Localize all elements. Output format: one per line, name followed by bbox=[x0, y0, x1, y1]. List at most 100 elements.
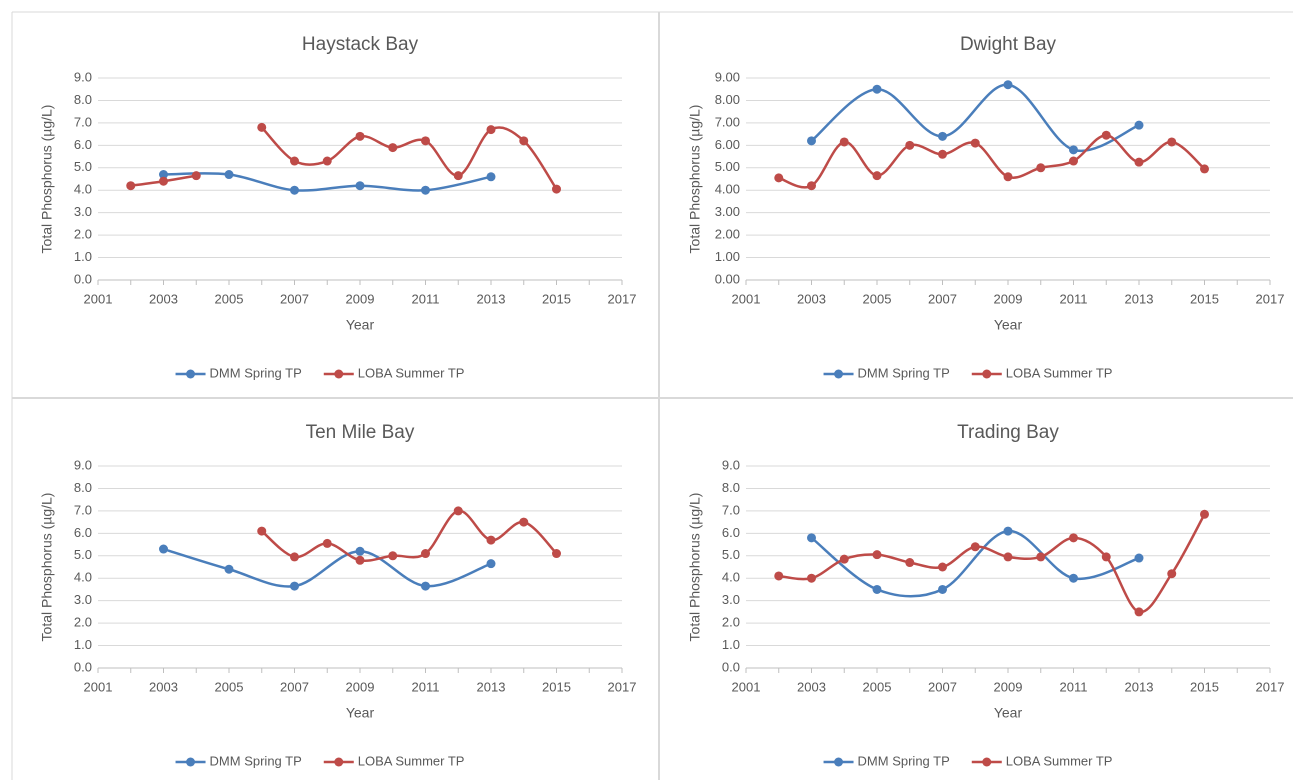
legend-marker bbox=[334, 757, 344, 767]
data-point bbox=[839, 554, 849, 564]
x-tick-label: 2003 bbox=[797, 679, 826, 694]
data-point bbox=[807, 181, 816, 191]
data-point bbox=[1134, 120, 1144, 130]
y-tick-label: 6.0 bbox=[74, 137, 92, 152]
y-tick-label: 6.00 bbox=[715, 137, 740, 152]
x-tick-label: 2015 bbox=[1190, 679, 1219, 694]
data-point bbox=[938, 149, 947, 159]
data-point bbox=[486, 172, 496, 182]
y-tick-label: 5.00 bbox=[715, 159, 740, 174]
data-point bbox=[388, 551, 398, 561]
x-tick-label: 2015 bbox=[542, 679, 571, 694]
y-tick-label: 7.0 bbox=[74, 502, 92, 517]
data-point bbox=[453, 506, 463, 516]
data-point bbox=[290, 552, 299, 562]
data-point bbox=[257, 526, 267, 536]
legend-marker bbox=[834, 757, 844, 767]
data-point bbox=[938, 131, 947, 141]
x-axis-title: Year bbox=[994, 705, 1023, 721]
legend: DMM Spring TP LOBA Summer TP bbox=[823, 753, 1113, 768]
data-point bbox=[355, 555, 365, 565]
data-point bbox=[486, 559, 496, 569]
data-point bbox=[1069, 156, 1078, 166]
legend: DMM Spring TP LOBA Summer TP bbox=[175, 753, 464, 768]
data-point bbox=[1036, 552, 1046, 562]
data-point bbox=[290, 156, 299, 166]
data-point bbox=[1003, 552, 1013, 562]
x-tick-label: 2009 bbox=[346, 291, 375, 306]
y-tick-label: 1.00 bbox=[715, 249, 740, 264]
x-tick-label: 2009 bbox=[994, 679, 1023, 694]
data-point bbox=[1003, 526, 1013, 536]
x-tick-label: 2015 bbox=[542, 291, 571, 306]
data-point bbox=[1200, 164, 1209, 174]
data-point bbox=[1069, 573, 1078, 583]
data-point bbox=[421, 549, 430, 559]
legend-label: DMM Spring TP bbox=[858, 365, 950, 380]
x-tick-label: 2007 bbox=[280, 679, 309, 694]
x-tick-label: 2003 bbox=[797, 291, 826, 306]
y-tick-label: 5.0 bbox=[74, 547, 92, 562]
data-point bbox=[159, 176, 168, 186]
data-point bbox=[1200, 509, 1209, 519]
x-tick-label: 2011 bbox=[1060, 291, 1088, 306]
data-point bbox=[519, 517, 529, 527]
data-point bbox=[905, 558, 915, 568]
y-tick-label: 4.0 bbox=[74, 570, 92, 585]
y-tick-label: 7.0 bbox=[74, 114, 92, 129]
series-line bbox=[163, 172, 492, 192]
y-tick-label: 3.00 bbox=[715, 204, 740, 219]
y-tick-label: 1.0 bbox=[722, 637, 740, 652]
data-point bbox=[1069, 145, 1078, 155]
data-point bbox=[486, 535, 496, 545]
data-point bbox=[453, 171, 463, 181]
y-tick-label: 4.00 bbox=[715, 182, 740, 197]
legend-label: DMM Spring TP bbox=[210, 753, 302, 768]
x-tick-label: 2001 bbox=[84, 291, 113, 306]
legend-marker bbox=[834, 369, 844, 379]
data-point bbox=[224, 170, 234, 180]
y-tick-label: 3.0 bbox=[722, 592, 740, 607]
x-tick-label: 2013 bbox=[1125, 679, 1154, 694]
data-point bbox=[126, 181, 136, 191]
data-point bbox=[1003, 172, 1013, 182]
data-point bbox=[552, 549, 561, 559]
x-tick-label: 2011 bbox=[412, 679, 440, 694]
chart-title: Haystack Bay bbox=[302, 34, 419, 55]
data-point bbox=[807, 573, 816, 583]
y-tick-label: 0.0 bbox=[74, 271, 92, 286]
x-tick-label: 2005 bbox=[215, 679, 244, 694]
x-tick-label: 2011 bbox=[412, 291, 440, 306]
y-tick-label: 9.0 bbox=[74, 69, 92, 84]
legend-marker bbox=[982, 757, 992, 767]
data-point bbox=[774, 173, 784, 183]
x-tick-label: 2007 bbox=[928, 291, 957, 306]
data-point bbox=[872, 584, 882, 594]
legend-label: DMM Spring TP bbox=[210, 365, 302, 380]
y-tick-label: 3.0 bbox=[74, 592, 92, 607]
x-tick-label: 2005 bbox=[215, 291, 244, 306]
data-point bbox=[807, 136, 816, 146]
data-point bbox=[1134, 553, 1144, 563]
legend-label: LOBA Summer TP bbox=[1006, 365, 1113, 380]
legend-label: LOBA Summer TP bbox=[1006, 753, 1113, 768]
data-point bbox=[552, 184, 561, 194]
y-tick-label: 5.0 bbox=[74, 159, 92, 174]
legend: DMM Spring TP LOBA Summer TP bbox=[823, 365, 1113, 380]
x-axis-title: Year bbox=[346, 317, 375, 333]
x-tick-label: 2017 bbox=[1256, 679, 1285, 694]
data-point bbox=[486, 125, 496, 135]
x-tick-label: 2001 bbox=[732, 679, 761, 694]
x-tick-label: 2003 bbox=[149, 679, 178, 694]
y-axis-title: Total Phosphorus (µg/L) bbox=[39, 493, 55, 642]
data-point bbox=[355, 181, 365, 191]
data-point bbox=[1101, 130, 1111, 140]
data-point bbox=[1036, 163, 1046, 173]
y-tick-label: 4.0 bbox=[74, 182, 92, 197]
y-tick-label: 0.0 bbox=[74, 659, 92, 674]
y-tick-label: 6.0 bbox=[722, 525, 740, 540]
data-point bbox=[1134, 157, 1144, 167]
x-axis-title: Year bbox=[994, 317, 1023, 333]
y-tick-label: 0.0 bbox=[722, 659, 740, 674]
